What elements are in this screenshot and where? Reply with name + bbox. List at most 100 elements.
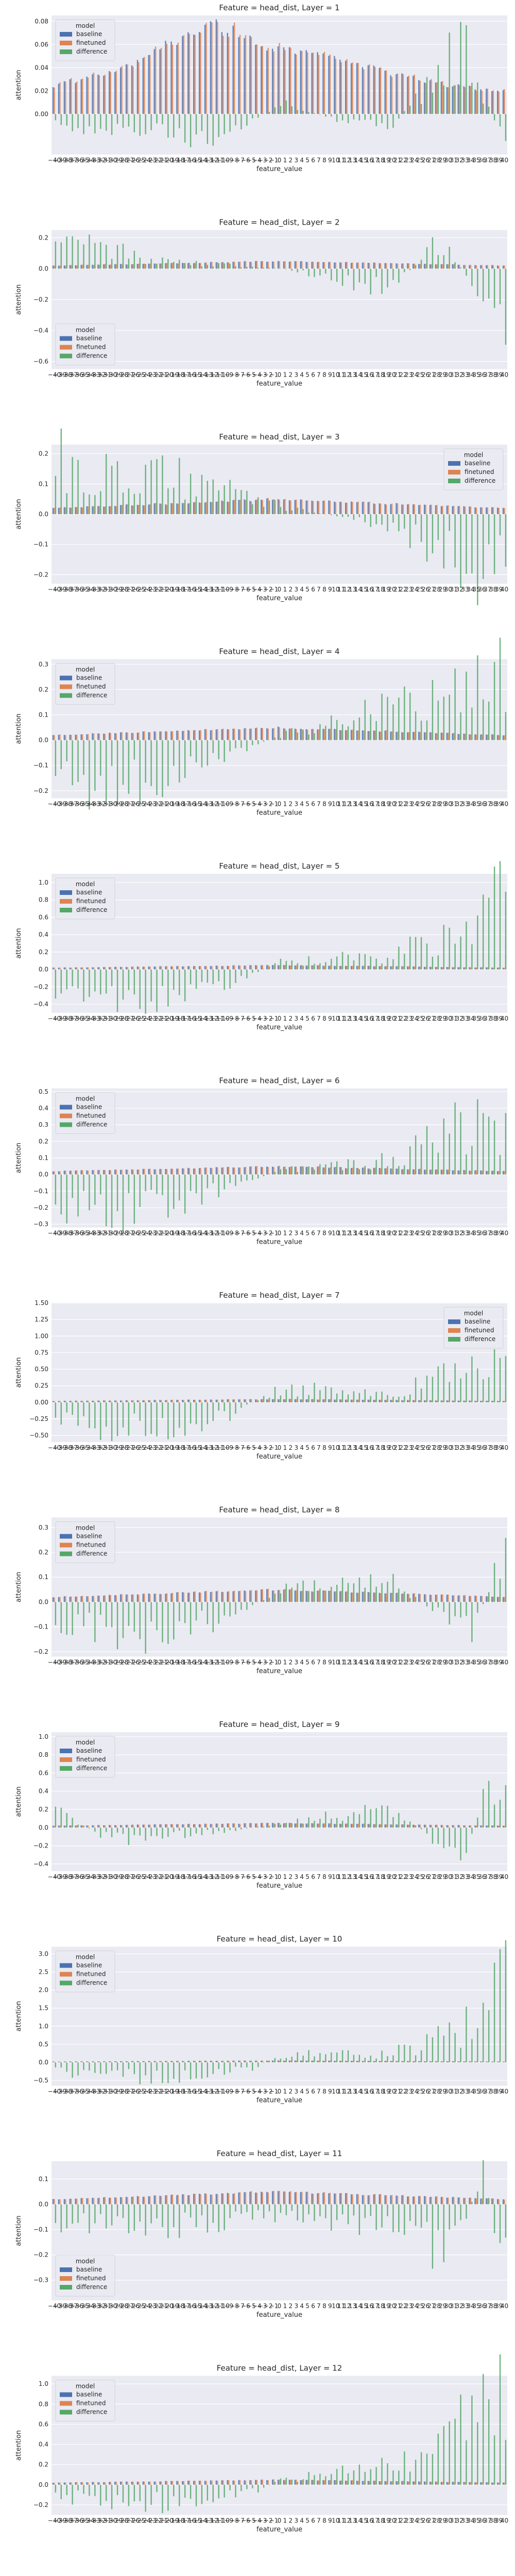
bar-difference (72, 1818, 73, 1828)
bar-difference (162, 2062, 163, 2083)
bar-finetuned (87, 2482, 89, 2485)
bar-baseline (266, 498, 268, 514)
bar-difference (184, 499, 186, 514)
bar-finetuned (458, 1400, 460, 1402)
x-tick-label: 37 (484, 371, 491, 379)
x-tick-label: 27 (427, 371, 435, 379)
bar-difference (94, 740, 96, 791)
bar-finetuned (211, 1591, 213, 1602)
bar-finetuned (188, 1168, 190, 1175)
x-tick-label: 19 (382, 2302, 390, 2310)
bar-finetuned (323, 262, 325, 269)
bar-finetuned (279, 2480, 280, 2485)
x-tick-label: 23 (405, 2302, 413, 2310)
bar-finetuned (498, 91, 500, 114)
bar-difference (415, 711, 417, 740)
chart-title: Feature = head_dist, Layer = 11 (217, 2149, 342, 2159)
bar-finetuned (177, 2195, 179, 2205)
bar-difference (370, 2055, 371, 2062)
bar-baseline (86, 1170, 88, 1175)
bar-difference (488, 2198, 490, 2205)
bar-finetuned (98, 506, 100, 514)
bar-difference (454, 2032, 456, 2062)
bar-finetuned (431, 2061, 432, 2062)
bar-baseline (480, 2061, 482, 2062)
x-tick-label: 2 (289, 2088, 293, 2095)
x-tick-label: 36 (478, 586, 486, 593)
bar-finetuned (431, 732, 432, 740)
bar-finetuned (267, 1399, 269, 1402)
bar-finetuned (391, 1592, 393, 1602)
bar-baseline (271, 2479, 273, 2485)
bar-baseline (345, 1168, 347, 1175)
bar-finetuned (188, 2480, 190, 2485)
bar-difference (201, 1174, 203, 1205)
y-tick-label: 0.00 (35, 110, 48, 117)
bar-finetuned (340, 502, 342, 514)
bar-difference (190, 1402, 192, 1423)
x-tick-label: 32 (455, 2517, 463, 2524)
bar-difference (207, 264, 209, 269)
bar-difference (241, 114, 242, 130)
bar-baseline (153, 1594, 155, 1602)
x-tick-label: −6 (241, 586, 250, 593)
x-tick-label: −24 (138, 157, 151, 164)
bar-difference (466, 25, 467, 114)
bar-baseline (480, 89, 482, 114)
x-tick-label: −16 (183, 371, 196, 379)
bar-finetuned (385, 1168, 387, 1175)
x-tick-label: −14 (194, 801, 207, 808)
x-tick-label: −24 (138, 586, 151, 593)
bar-finetuned (498, 1171, 500, 1175)
x-tick-label: 12 (343, 1659, 351, 1666)
bar-baseline (390, 1400, 391, 1402)
bar-finetuned (498, 2482, 500, 2485)
y-tick-label: 0.6 (39, 2420, 48, 2428)
bar-difference (55, 476, 57, 514)
bar-difference (308, 1166, 310, 1175)
bar-difference (454, 668, 456, 740)
x-tick-label: 21 (393, 1444, 401, 1451)
bar-finetuned (458, 264, 460, 269)
x-tick-label: 14 (354, 371, 362, 379)
bar-finetuned (54, 2061, 55, 2062)
bar-baseline (193, 502, 195, 514)
bar-baseline (339, 1823, 341, 1828)
bar-finetuned (374, 262, 376, 269)
bar-finetuned (504, 1597, 505, 1602)
bar-finetuned (183, 35, 184, 114)
bar-difference (420, 2050, 422, 2062)
bar-finetuned (144, 263, 145, 269)
bar-baseline (193, 263, 195, 269)
bar-difference (302, 730, 304, 740)
bar-finetuned (385, 1824, 387, 1828)
x-tick-label: −14 (194, 2088, 207, 2095)
x-tick-label: −36 (71, 1444, 83, 1451)
bar-finetuned (110, 2198, 111, 2205)
bar-baseline (204, 966, 206, 970)
y-tick-label: 0.2 (39, 686, 48, 693)
bar-difference (77, 1174, 79, 1217)
bar-baseline (238, 262, 239, 269)
bar-finetuned (171, 44, 174, 114)
bar-finetuned (183, 966, 184, 970)
x-tick-label: 30 (444, 1659, 452, 1666)
bar-finetuned (256, 1399, 258, 1402)
bar-difference (449, 1382, 450, 1402)
bar-finetuned (402, 2195, 404, 2205)
x-tick-label: −21 (154, 371, 167, 379)
bar-finetuned (65, 81, 66, 114)
y-tick-label: 1.0 (39, 1733, 48, 1740)
bar-finetuned (262, 1399, 263, 1402)
x-tick-label: 22 (399, 586, 407, 593)
bar-baseline (187, 1592, 189, 1602)
bar-baseline (502, 1171, 504, 1175)
x-tick-label: −37 (65, 586, 78, 593)
bar-finetuned (177, 1592, 179, 1602)
bar-difference (60, 428, 62, 514)
bar-difference (100, 2484, 101, 2506)
bar-difference (493, 1804, 495, 1828)
bar-finetuned (54, 968, 55, 970)
